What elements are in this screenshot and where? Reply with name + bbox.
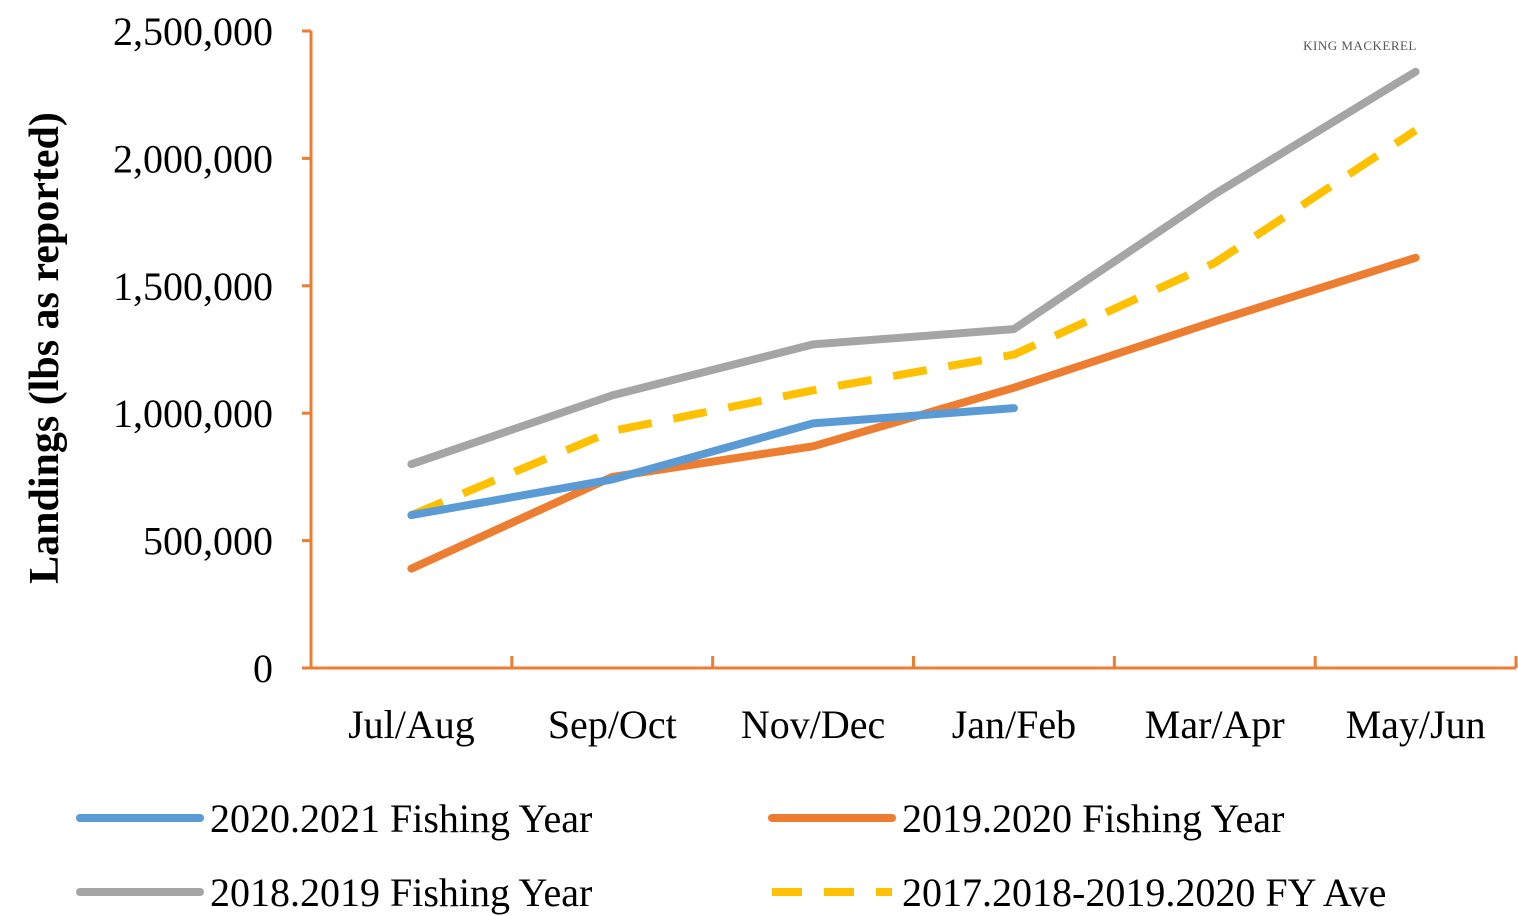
y-tick-label: 0 xyxy=(253,646,273,691)
x-tick-label: Mar/Apr xyxy=(1145,702,1285,747)
x-tick-label: Jan/Feb xyxy=(952,702,1076,747)
legend: 2020.2021 Fishing Year 2019.2020 Fishing … xyxy=(76,796,1386,915)
legend-item: 2017.2018-2019.2020 FY Ave xyxy=(772,870,1386,915)
y-tick-label: 1,000,000 xyxy=(113,391,273,436)
legend-item: 2019.2020 Fishing Year xyxy=(768,796,1284,841)
x-tick-label: Sep/Oct xyxy=(548,702,677,747)
legend-item: 2020.2021 Fishing Year xyxy=(76,796,592,841)
series-line-3 xyxy=(409,127,1418,519)
legend-item: 2018.2019 Fishing Year xyxy=(76,870,592,915)
x-tick-label: Nov/Dec xyxy=(741,702,885,747)
axes xyxy=(302,29,1518,670)
legend-label: 2019.2020 Fishing Year xyxy=(902,796,1284,841)
y-axis-title: Landings (lbs as reported) xyxy=(22,112,68,584)
series-line-2 xyxy=(407,67,1420,469)
x-tick-label: Jul/Aug xyxy=(348,702,475,747)
y-tick-label: 2,500,000 xyxy=(113,9,273,54)
y-tick-label: 500,000 xyxy=(143,519,273,564)
chart-annotation: KING MACKEREL xyxy=(1303,38,1417,53)
legend-label: 2018.2019 Fishing Year xyxy=(210,870,592,915)
y-tick-label: 1,500,000 xyxy=(113,264,273,309)
series-line-0 xyxy=(407,404,1018,520)
y-tick-label: 2,000,000 xyxy=(113,136,273,181)
x-tick-labels: Jul/Aug Sep/Oct Nov/Dec Jan/Feb Mar/Apr May/J… xyxy=(348,702,1486,747)
legend-label: 2017.2018-2019.2020 FY Ave xyxy=(902,870,1386,915)
series-lines xyxy=(407,67,1420,573)
y-tick-labels: 0 500,000 1,000,000 1,500,000 2,000,000 2,500… xyxy=(113,9,273,691)
legend-label: 2020.2021 Fishing Year xyxy=(210,796,592,841)
x-tick-label: May/Jun xyxy=(1346,702,1486,747)
